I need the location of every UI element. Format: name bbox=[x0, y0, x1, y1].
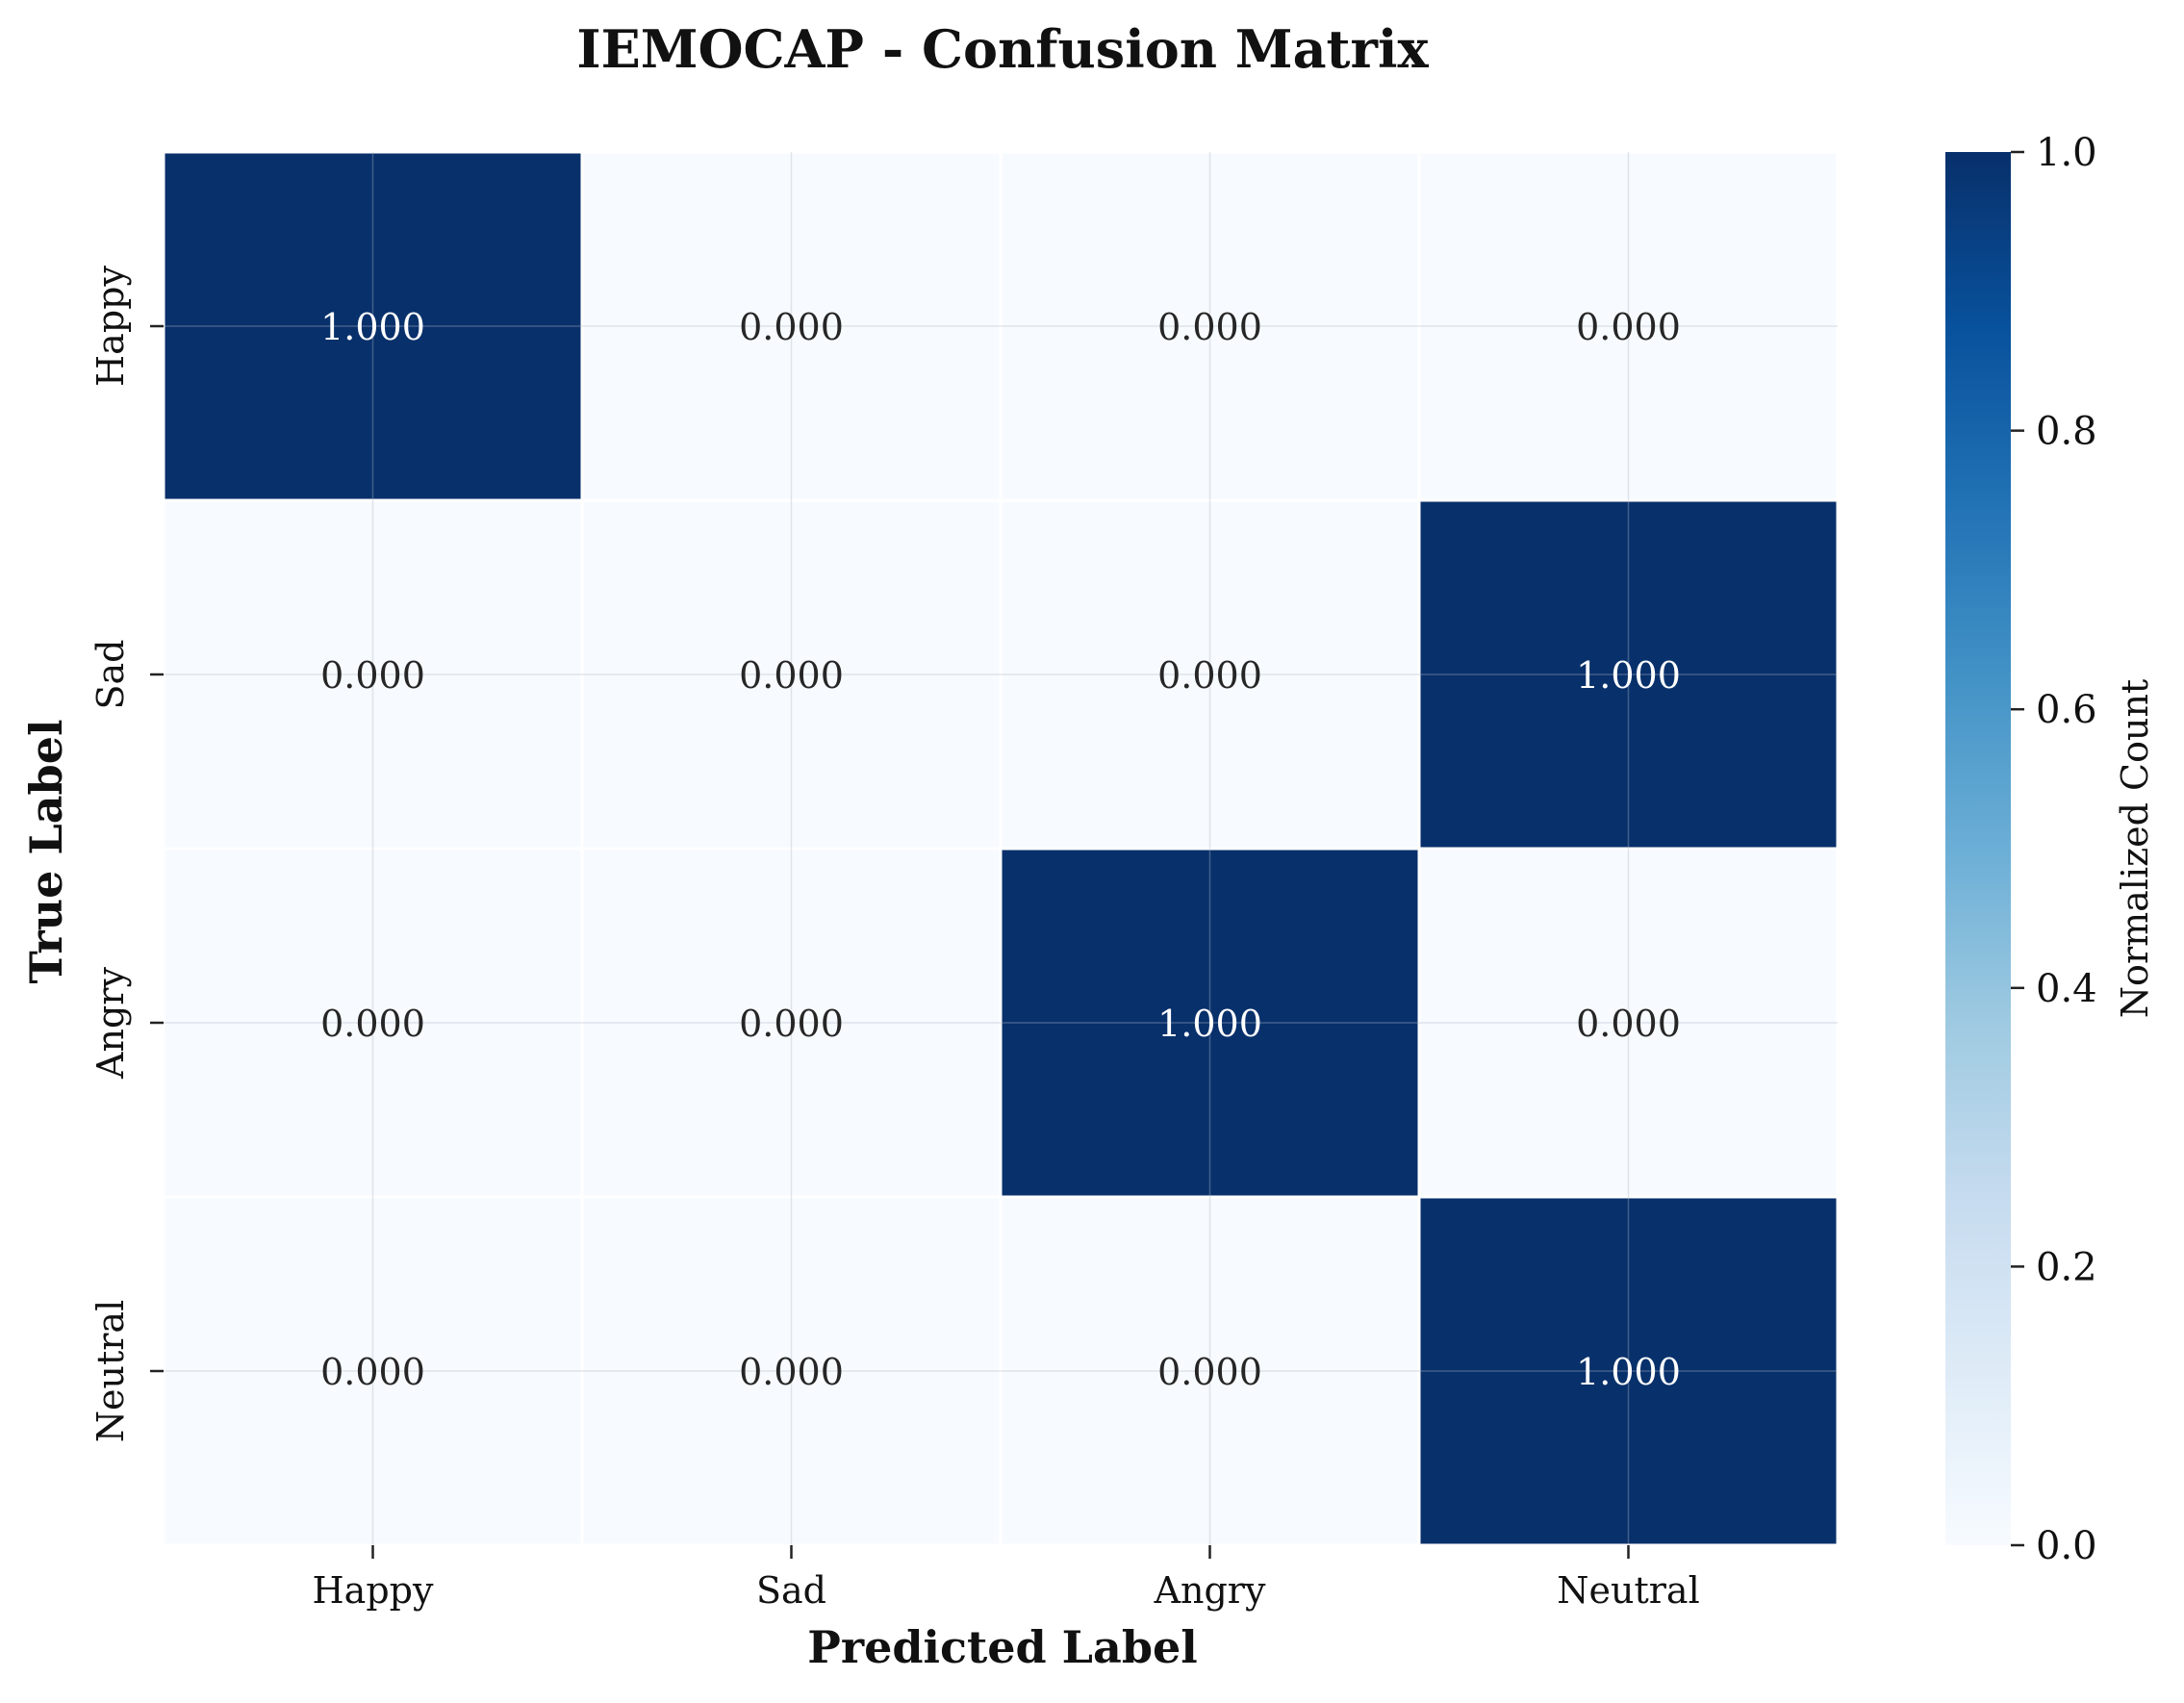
colorbar-gradient bbox=[1945, 152, 2011, 1545]
x-tick-label: Angry bbox=[1154, 1569, 1266, 1612]
colorbar-tick-label: 1.0 bbox=[2036, 131, 2097, 175]
cell-value-label: 0.000 bbox=[320, 654, 425, 697]
cell-value-label: 0.000 bbox=[1157, 654, 1262, 697]
cell-value-label: 0.000 bbox=[739, 1351, 844, 1393]
chart-title: IEMOCAP - Confusion Matrix bbox=[576, 18, 1429, 80]
cell-value-label: 0.000 bbox=[320, 1351, 425, 1393]
y-axis-label: True Label bbox=[20, 720, 72, 984]
heatmap-cell-r0-c1 bbox=[580, 150, 1003, 502]
gridlines bbox=[164, 152, 1838, 1545]
y-tick-label: Angry bbox=[89, 967, 132, 1080]
x-tick-label: Neutral bbox=[1557, 1569, 1699, 1612]
cell-value-label: 0.000 bbox=[1576, 1003, 1681, 1045]
cell-value-label: 0.000 bbox=[1157, 1351, 1262, 1393]
x-tick-label: Happy bbox=[313, 1569, 434, 1612]
heatmap-cell-r3-c0 bbox=[162, 1195, 584, 1547]
y-axis: Happy Sad Angry Neutral bbox=[89, 266, 164, 1442]
heatmap-cell-r0-c0 bbox=[162, 150, 584, 502]
heatmap-cell-r0-c2 bbox=[999, 150, 1421, 502]
cell-value-label: 1.000 bbox=[320, 306, 425, 348]
heatmap-cell-r0-c3 bbox=[1417, 150, 1840, 502]
cell-value-label: 1.000 bbox=[1576, 1351, 1681, 1393]
x-axis: Happy Sad Angry Neutral bbox=[313, 1545, 1700, 1612]
heatmap-cell-r3-c1 bbox=[580, 1195, 1003, 1547]
colorbar-tick-label: 0.8 bbox=[2036, 410, 2097, 454]
cell-labels: 1.000 0.000 0.000 0.000 0.000 0.000 0.000 1.000… bbox=[320, 306, 1681, 1393]
cell-value-label: 0.000 bbox=[739, 654, 844, 697]
y-tick-label: Neutral bbox=[89, 1300, 132, 1442]
colorbar-label: Normalized Count bbox=[2114, 679, 2156, 1018]
heatmap-cell-r3-c3 bbox=[1417, 1195, 1840, 1547]
x-tick-label: Sad bbox=[756, 1569, 826, 1612]
heatmap-cell-r2-c3 bbox=[1417, 847, 1840, 1199]
heatmap-cell-r1-c1 bbox=[580, 498, 1003, 851]
cell-value-label: 0.000 bbox=[739, 1003, 844, 1045]
colorbar: 0.0 0.2 0.4 0.6 0.8 1.0 bbox=[1945, 131, 2097, 1568]
y-tick-label: Sad bbox=[89, 639, 132, 709]
heatmap-cell-r1-c3 bbox=[1417, 498, 1840, 851]
heatmap-cell-r2-c1 bbox=[580, 847, 1003, 1199]
cell-value-label: 0.000 bbox=[1576, 306, 1681, 348]
heatmap-cell-r1-c0 bbox=[162, 498, 584, 851]
colorbar-tick-label: 0.0 bbox=[2036, 1524, 2097, 1568]
heatmap bbox=[162, 150, 1840, 1547]
colorbar-tick-label: 0.6 bbox=[2036, 688, 2097, 732]
heatmap-cell-r3-c2 bbox=[999, 1195, 1421, 1547]
y-tick-label: Happy bbox=[89, 266, 132, 387]
colorbar-tick-label: 0.4 bbox=[2036, 967, 2097, 1011]
x-axis-label: Predicted Label bbox=[807, 1621, 1198, 1673]
colorbar-tick-label: 0.2 bbox=[2036, 1245, 2097, 1289]
cell-value-label: 0.000 bbox=[739, 306, 844, 348]
cell-value-label: 0.000 bbox=[320, 1003, 425, 1045]
cell-value-label: 1.000 bbox=[1157, 1003, 1262, 1045]
cell-value-label: 0.000 bbox=[1157, 306, 1262, 348]
cell-value-label: 1.000 bbox=[1576, 654, 1681, 697]
